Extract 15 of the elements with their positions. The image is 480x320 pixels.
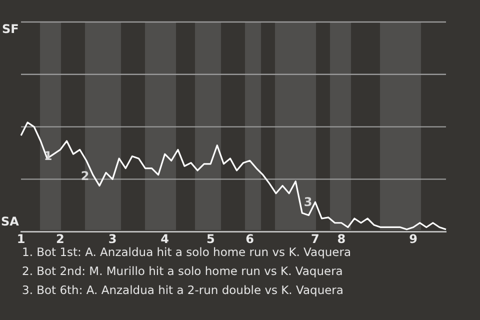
x-tick-label: 8 xyxy=(337,232,346,246)
text: 3. Bot 6th: A. Anzaldua hit a 2-run double vs K. Vaquera xyxy=(22,282,344,299)
x-tick-label: 1 xyxy=(16,232,26,246)
x-tick-label: 3 xyxy=(108,232,117,246)
text: 2. Bot 2nd: M. Murillo hit a solo home run vs K. Vaquera xyxy=(22,263,344,280)
text: SA xyxy=(1,214,20,229)
x-tick-label: 5 xyxy=(206,232,215,246)
annotation: 3 xyxy=(304,195,312,210)
x-tick-label: 4 xyxy=(160,232,170,246)
text: SF xyxy=(2,22,19,36)
text: 1. Bot 1st: A. Anzaldua hit a solo home run vs K. Vaquera xyxy=(22,244,352,261)
x-tick-label: 7 xyxy=(311,232,320,246)
x-tick-label: 2 xyxy=(56,232,64,246)
x-tick-label: 6 xyxy=(246,232,254,246)
x-tick-label: 9 xyxy=(409,232,418,246)
